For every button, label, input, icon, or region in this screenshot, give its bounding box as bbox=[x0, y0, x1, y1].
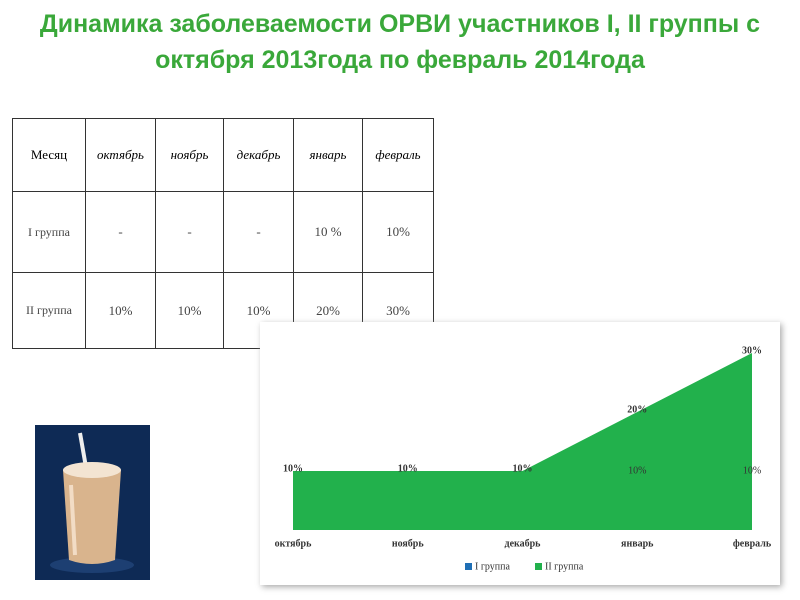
drink-image bbox=[35, 425, 150, 580]
legend-swatch bbox=[535, 563, 542, 570]
data-table: Месяц октябрь ноябрь декабрь январь февр… bbox=[12, 118, 434, 349]
data-label: 10% bbox=[628, 465, 646, 476]
legend-label: II группа bbox=[545, 561, 584, 572]
x-tick-label: январь bbox=[621, 538, 654, 549]
cell: - bbox=[85, 191, 156, 273]
area bbox=[293, 353, 752, 530]
cell: 10% bbox=[155, 272, 224, 349]
data-label: 10% bbox=[513, 463, 533, 474]
data-label: 20% bbox=[627, 404, 647, 415]
header-cell: Месяц bbox=[12, 118, 86, 192]
data-label: 10% bbox=[743, 465, 761, 476]
foam bbox=[63, 462, 121, 478]
cell: II группа bbox=[12, 272, 86, 349]
cell: 10 % bbox=[293, 191, 363, 273]
data-label: 30% bbox=[742, 345, 762, 356]
x-tick-label: октябрь bbox=[275, 538, 313, 549]
glass bbox=[63, 462, 121, 564]
cell: 10% bbox=[223, 272, 294, 349]
cell: - bbox=[223, 191, 294, 273]
x-tick-label: декабрь bbox=[505, 538, 542, 549]
header-row: Месяц октябрь ноябрь декабрь январь февр… bbox=[12, 118, 434, 192]
legend-swatch bbox=[465, 563, 472, 570]
header-cell: ноябрь bbox=[155, 118, 224, 192]
reflection bbox=[50, 557, 134, 573]
header-cell: декабрь bbox=[223, 118, 294, 192]
cell: 10% bbox=[85, 272, 156, 349]
row: I группа - - - 10 % 10% bbox=[12, 191, 434, 273]
data-label: 10% bbox=[283, 463, 303, 474]
chart: 10% 10% 10% 10% 10% 20% 30% октябрь ноябрь декабр… bbox=[260, 322, 780, 585]
cell: I группа bbox=[12, 191, 86, 273]
glass-highlight bbox=[69, 484, 77, 556]
header-cell: октябрь bbox=[85, 118, 156, 192]
cell: 10% bbox=[362, 191, 434, 273]
cell: - bbox=[155, 191, 224, 273]
x-tick-label: ноябрь bbox=[392, 538, 425, 549]
header-cell: февраль bbox=[362, 118, 434, 192]
legend-label: I группа bbox=[475, 561, 511, 572]
slide-title: Динамика заболеваемости ОРВИ участников … bbox=[39, 10, 761, 74]
x-tick-label: февраль bbox=[733, 538, 772, 549]
header-cell: январь bbox=[293, 118, 363, 192]
data-label: 10% bbox=[398, 463, 418, 474]
